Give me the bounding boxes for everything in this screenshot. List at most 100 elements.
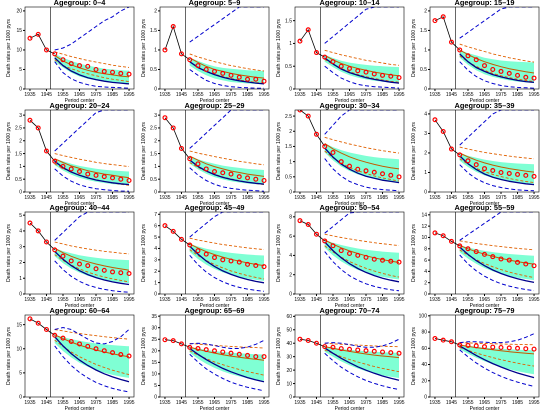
observed-point xyxy=(228,72,234,78)
plot-area xyxy=(27,7,132,89)
x-tick-label: 1945 xyxy=(41,400,52,406)
orange-dashed-upper xyxy=(459,240,535,251)
observed-point xyxy=(35,228,41,234)
panel-6: Agegroup: 25–29 1935 1945 1955 1965 1975 1985 1… xyxy=(141,101,270,207)
y-tick-label: 2.5 xyxy=(150,126,157,132)
observed-point xyxy=(498,344,504,350)
blue-solid-line xyxy=(324,347,400,381)
observed-point xyxy=(338,248,344,254)
observed-point xyxy=(473,162,479,168)
observed-point xyxy=(313,340,319,346)
y-tick-label: 2 xyxy=(19,138,22,144)
observed-point xyxy=(187,57,193,63)
x-tick-label: 1935 xyxy=(24,92,35,98)
blue-solid-line xyxy=(54,57,130,85)
y-axis-label: Death rates per 1000 pyrs xyxy=(411,224,417,282)
y-tick-label: 1.5 xyxy=(150,28,157,34)
y-tick-label: 1 xyxy=(154,280,157,286)
x-tick-label: 1995 xyxy=(123,195,134,201)
observed-point xyxy=(187,156,193,162)
y-tick-label: 1.5 xyxy=(420,28,427,34)
x-tick-label: 1965 xyxy=(479,400,490,406)
orange-dashed-upper xyxy=(189,237,265,251)
x-tick-label: 1945 xyxy=(176,92,187,98)
orange-dashed-lower xyxy=(189,61,265,84)
observed-point xyxy=(93,172,99,178)
y-tick-label: 1 xyxy=(289,41,292,47)
observed-point xyxy=(93,66,99,72)
orange-solid-line xyxy=(54,247,130,271)
observed-point xyxy=(330,59,336,65)
y-tick-label: 1 xyxy=(289,159,292,165)
observed-point xyxy=(101,174,107,180)
x-tick-label: 1995 xyxy=(258,195,269,201)
observed-line xyxy=(299,338,325,347)
x-tick-label: 1955 xyxy=(462,400,473,406)
y-tick-label: 2 xyxy=(289,129,292,135)
observed-point xyxy=(68,166,74,172)
y-tick-label: 2 xyxy=(154,269,157,275)
y-tick-label: 3 xyxy=(19,244,22,250)
x-tick-label: 1935 xyxy=(159,297,170,303)
observed-point xyxy=(118,176,124,182)
blue-dashed-lower xyxy=(189,254,265,292)
panel-16: Agegroup: 75–79 1935 1945 1955 1965 1975 1985 1… xyxy=(411,306,540,411)
y-tick-label: 100 xyxy=(419,314,428,320)
observed-point xyxy=(355,252,361,258)
y-axis-label: Death rates per 1000 pyrs xyxy=(6,224,12,282)
y-tick-label: 3 xyxy=(424,131,427,137)
observed-point xyxy=(448,39,454,45)
observed-point xyxy=(228,350,234,356)
observed-line xyxy=(299,28,325,58)
y-axis-label: Death rates per 1000 pyrs xyxy=(141,19,147,77)
x-tick-label: 1985 xyxy=(107,297,118,303)
y-tick-label: 0.5 xyxy=(285,175,292,181)
observed-point xyxy=(110,350,116,356)
observed-point xyxy=(76,169,82,175)
observed-point xyxy=(228,171,234,177)
y-tick-label: 14 xyxy=(421,213,427,219)
orange-dashed-upper xyxy=(189,150,265,166)
y-tick-label: 15 xyxy=(151,360,157,366)
y-tick-label: 25 xyxy=(151,337,157,343)
observed-point xyxy=(363,348,369,354)
x-tick-label: 1955 xyxy=(192,92,203,98)
blue-solid-line xyxy=(54,250,130,286)
y-axis-label: Death rates per 1000 pyrs xyxy=(6,327,12,385)
observed-point xyxy=(85,63,91,69)
observed-point xyxy=(35,320,41,326)
observed-point xyxy=(236,174,242,180)
orange-dashed-lower xyxy=(459,158,535,184)
observed-line xyxy=(29,318,55,336)
x-tick-label: 1985 xyxy=(107,92,118,98)
x-tick-label: 1995 xyxy=(528,92,539,98)
blue-solid-line xyxy=(189,245,265,284)
observed-point xyxy=(126,271,132,277)
observed-point xyxy=(432,230,438,236)
orange-solid-line xyxy=(189,243,265,267)
observed-point xyxy=(101,68,107,74)
orange-dashed-upper xyxy=(459,146,535,160)
observed-point xyxy=(338,346,344,352)
x-tick-label: 1995 xyxy=(123,92,134,98)
y-tick-label: 0 xyxy=(19,190,22,196)
panel-5: Agegroup: 20–24 1935 1945 1955 1965 1975 1985 1… xyxy=(6,101,135,207)
observed-point xyxy=(363,168,369,174)
observed-line xyxy=(299,110,326,147)
x-tick-label: 1995 xyxy=(393,297,404,303)
x-tick-label: 1975 xyxy=(495,400,506,406)
orange-dashed-upper xyxy=(54,241,130,255)
y-tick-label: 2 xyxy=(154,9,157,15)
y-tick-label: 20 xyxy=(421,378,427,384)
blue-solid-line xyxy=(324,57,400,84)
blue-solid-line xyxy=(189,347,265,383)
observed-point xyxy=(195,248,201,254)
x-tick-label: 1955 xyxy=(327,195,338,201)
y-tick-label: 0 xyxy=(424,292,427,298)
x-tick-label: 1965 xyxy=(74,92,85,98)
y-tick-label: 0 xyxy=(424,190,427,196)
x-axis-label: Period center xyxy=(65,406,95,411)
panel-7: Agegroup: 30–34 1935 1945 1955 1965 1975 1985 1… xyxy=(276,101,405,207)
y-tick-label: 7 xyxy=(154,212,157,218)
y-tick-label: 2 xyxy=(424,280,427,286)
